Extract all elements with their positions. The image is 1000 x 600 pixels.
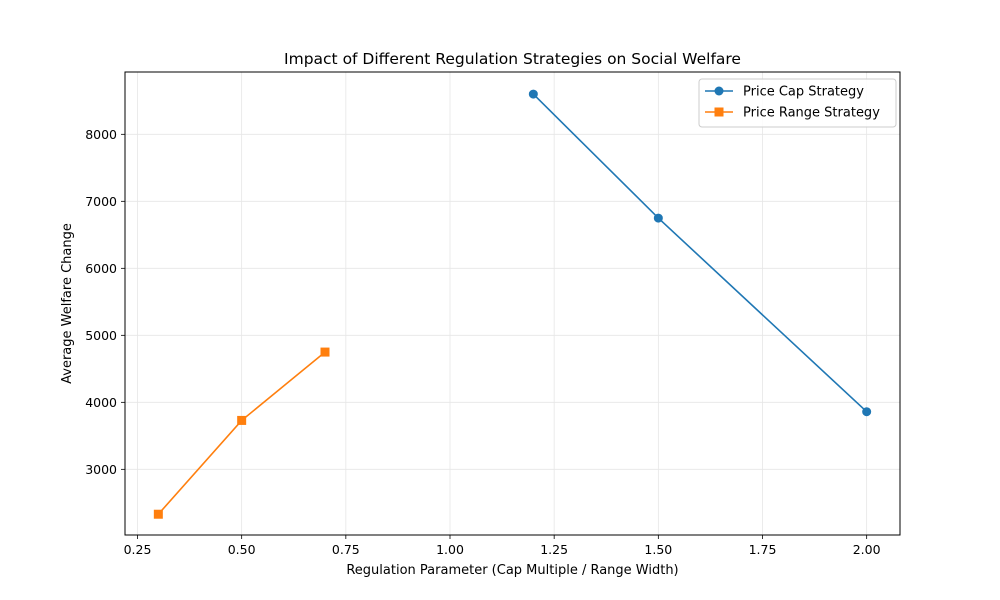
x-tick-label: 0.25 <box>124 542 152 557</box>
x-axis: 0.25 0.50 0.75 1.00 1.25 1.50 1.75 2.00 <box>124 535 881 557</box>
data-point <box>320 347 330 357</box>
y-tick-label: 7000 <box>85 194 117 209</box>
x-tick-label: 0.75 <box>332 542 360 557</box>
legend-label: Price Cap Strategy <box>743 85 864 100</box>
legend-item: Price Range Strategy <box>705 106 880 121</box>
data-point <box>653 213 663 223</box>
data-point <box>528 89 538 99</box>
legend-marker <box>714 86 724 96</box>
x-tick-label: 2.00 <box>853 542 881 557</box>
y-axis: 3000 4000 5000 6000 7000 8000 <box>85 127 125 477</box>
data-point <box>153 509 163 519</box>
y-tick-label: 4000 <box>85 395 117 410</box>
series-1 <box>528 89 872 417</box>
series-line <box>532 93 868 413</box>
data-point <box>237 415 247 425</box>
x-tick-label: 1.25 <box>540 542 568 557</box>
x-axis-label: Regulation Parameter (Cap Multiple / Ran… <box>346 563 678 578</box>
legend: Price Cap Strategy Price Range Strategy <box>698 78 897 128</box>
legend-item: Price Cap Strategy <box>705 85 864 100</box>
legend-box <box>698 78 897 128</box>
plot-frame <box>124 71 901 536</box>
grid <box>125 72 900 535</box>
data-point <box>862 407 872 417</box>
chart-title: Impact of Different Regulation Strategie… <box>284 50 741 68</box>
y-tick-label: 5000 <box>85 328 117 343</box>
legend-label: Price Range Strategy <box>743 106 880 121</box>
x-tick-label: 1.75 <box>749 542 777 557</box>
series-2 <box>153 347 330 519</box>
y-tick-label: 6000 <box>85 261 117 276</box>
y-axis-label: Average Welfare Change <box>60 223 75 384</box>
y-tick-label: 8000 <box>85 127 117 142</box>
x-tick-label: 1.00 <box>436 542 464 557</box>
x-tick-label: 1.50 <box>644 542 672 557</box>
y-tick-label: 3000 <box>85 462 117 477</box>
legend-marker <box>714 107 724 117</box>
x-tick-label: 0.50 <box>228 542 256 557</box>
series-layer <box>153 89 872 519</box>
